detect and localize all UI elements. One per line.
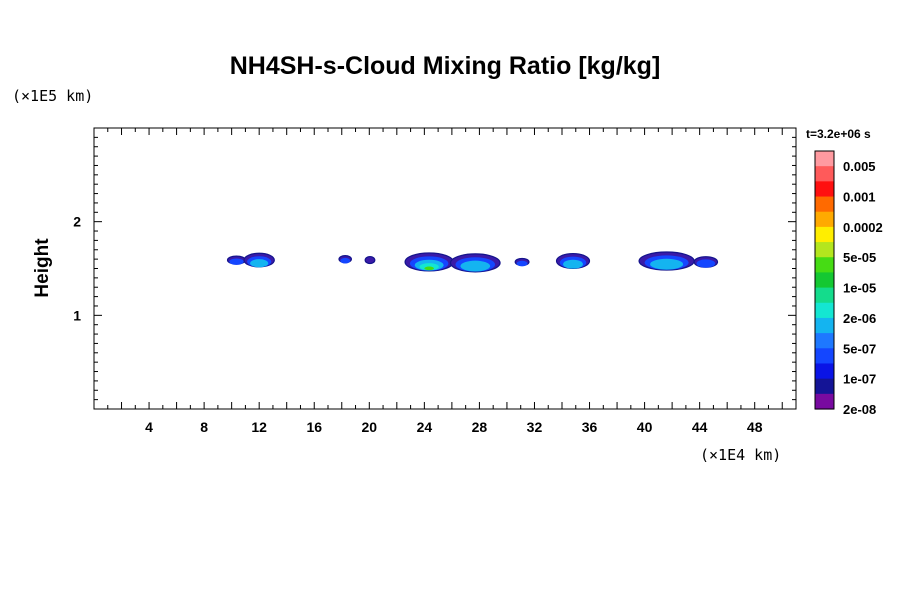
cloud-contour-band	[229, 258, 244, 265]
y-axis-label: Height	[32, 238, 53, 298]
cloud-contour-band	[364, 255, 376, 265]
colorbar-swatch	[815, 333, 834, 349]
colorbar-label: 0.005	[843, 159, 876, 174]
colorbar-swatch	[815, 226, 834, 243]
cloud-contour-band	[424, 266, 434, 271]
x-tick-labels: 4 8 12 16 20 24 28 32 36 40 44 48	[145, 419, 763, 435]
colorbar-swatch	[815, 242, 834, 258]
x-tick-label: 48	[747, 419, 763, 435]
x-tick-label: 24	[417, 419, 433, 435]
colorbar-label: 0.0002	[843, 220, 883, 235]
chart-title: NH4SH-s-Cloud Mixing Ratio [kg/kg]	[230, 52, 661, 80]
colorbar-swatch	[815, 302, 834, 319]
colorbar-swatch	[815, 348, 834, 365]
colorbar-label: 1e-05	[843, 281, 876, 296]
x-tick-label: 28	[472, 419, 488, 435]
x-tick-label: 20	[362, 419, 378, 435]
colorbar-swatch	[815, 272, 834, 289]
x-tick-label: 32	[527, 419, 543, 435]
cloud-contour-band	[250, 259, 269, 268]
y-tick-label: 1	[73, 307, 81, 323]
cloud-contour-band	[460, 260, 491, 272]
x-tick-label: 12	[251, 419, 267, 435]
cloud-contour-band	[650, 258, 684, 270]
cloud-contour-band	[516, 260, 528, 267]
cloud-contour-band	[696, 259, 716, 268]
x-tick-label: 40	[637, 419, 653, 435]
y-tick-label: 2	[73, 214, 81, 230]
colorbar-label: 5e-07	[843, 341, 876, 356]
x-tick-label: 4	[145, 419, 153, 435]
colorbar-swatch	[815, 196, 834, 213]
colorbar-label: 2e-08	[843, 402, 876, 417]
colorbar-label: 2e-06	[843, 311, 876, 326]
colorbar-swatch	[815, 378, 834, 395]
x-tick-label: 16	[306, 419, 322, 435]
x-tick-label: 36	[582, 419, 598, 435]
colorbar-label: 1e-07	[843, 372, 876, 387]
colorbar-swatch	[815, 151, 834, 167]
y-tick-labels: 12	[73, 214, 81, 324]
colorbar-swatch	[815, 317, 834, 334]
colorbar-swatch	[815, 211, 834, 228]
colorbar-labels: 0.005 0.001 0.0002 5e-05 1e-05 2e-06 5e-07 1e-0…	[843, 159, 883, 417]
y-axis-unit: (×1E5 km)	[12, 87, 93, 105]
colorbar-swatch	[815, 166, 834, 182]
colorbar	[815, 151, 834, 410]
colorbar-swatch	[815, 363, 834, 380]
cloud-contour-band	[340, 257, 351, 264]
cloud-contour-band	[563, 259, 583, 269]
colorbar-swatch	[815, 257, 834, 274]
colorbar-swatch	[815, 393, 834, 410]
colorbar-label: 0.001	[843, 190, 876, 205]
axis-ticks	[94, 128, 796, 409]
colorbar-swatch	[815, 287, 834, 304]
colorbar-label: 5e-05	[843, 250, 876, 265]
x-tick-label: 44	[692, 419, 708, 435]
x-axis-unit: (×1E4 km)	[700, 446, 781, 464]
x-tick-label: 8	[200, 419, 208, 435]
cloud-contours	[226, 251, 719, 273]
colorbar-frame	[814, 150, 835, 410]
time-label: t=3.2e+06 s	[806, 127, 871, 141]
colorbar-swatch	[815, 181, 834, 198]
